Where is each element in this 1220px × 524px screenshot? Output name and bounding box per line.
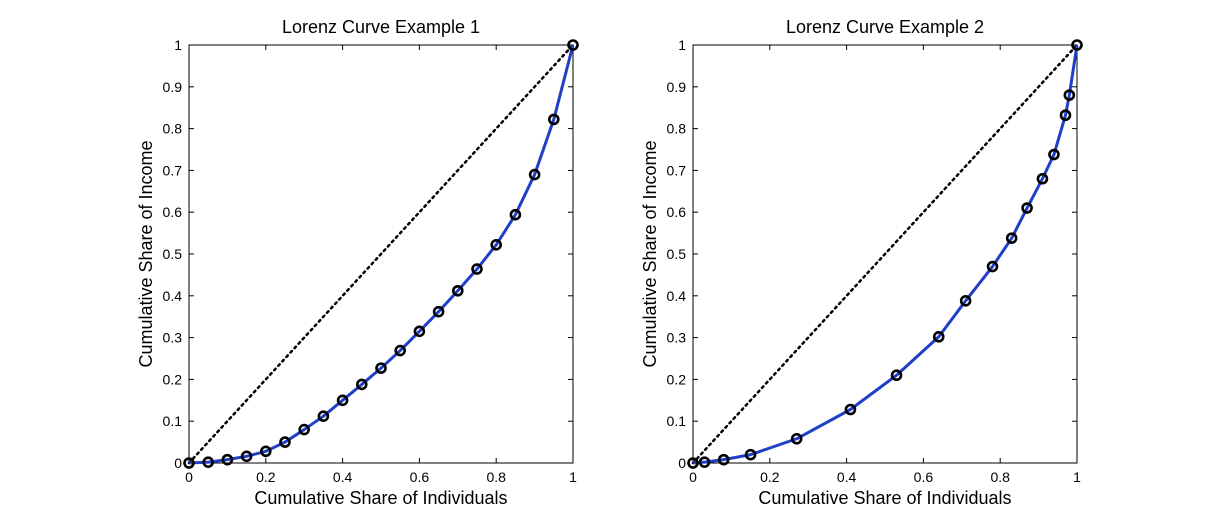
y-tick-label: 0.9 [667, 79, 687, 95]
y-tick-label: 0.2 [667, 371, 687, 387]
equality-line [187, 43, 575, 465]
data-point [471, 263, 483, 275]
y-tick-label: 1 [678, 37, 686, 53]
y-tick-label: 0 [678, 455, 686, 471]
x-axis-label: Cumulative Share of Individuals [254, 488, 507, 508]
x-tick-label: 0.2 [760, 469, 780, 485]
x-tick-label: 0.6 [410, 469, 430, 485]
y-tick-label: 0.4 [667, 288, 687, 304]
chart-title: Lorenz Curve Example 1 [282, 17, 480, 37]
y-tick-label: 0.6 [163, 204, 183, 220]
data-point [1036, 172, 1049, 185]
data-point [1063, 89, 1076, 101]
x-tick-label: 0.6 [914, 469, 934, 485]
lorenz-curve-line [692, 44, 1079, 465]
x-tick-label: 1 [1073, 469, 1081, 485]
data-point [183, 457, 195, 469]
data-point [1021, 202, 1033, 214]
data-point [698, 456, 711, 468]
data-point [317, 410, 330, 422]
y-tick-label: 0.8 [163, 121, 183, 137]
x-tick-label: 0 [185, 469, 193, 485]
data-point [355, 378, 368, 391]
data-point [1059, 109, 1072, 122]
lorenz-curve-line [188, 44, 575, 465]
equality-line [691, 43, 1079, 465]
y-tick-label: 0.3 [163, 330, 183, 346]
x-tick-label: 0.4 [837, 469, 857, 485]
y-tick-label: 0.5 [163, 246, 183, 262]
data-point [1048, 148, 1060, 161]
data-point [298, 423, 311, 436]
x-tick-label: 0.8 [990, 469, 1010, 485]
data-point [717, 453, 730, 466]
y-tick-label: 0.2 [163, 371, 183, 387]
y-tick-label: 0.3 [667, 330, 687, 346]
y-tick-label: 0.1 [667, 413, 687, 429]
data-point [1071, 39, 1083, 51]
y-tick-label: 0 [174, 455, 182, 471]
y-tick-label: 0.7 [667, 162, 687, 178]
x-tick-label: 0 [689, 469, 697, 485]
data-point [890, 369, 903, 382]
x-tick-label: 0.2 [256, 469, 276, 485]
y-axis-label: Cumulative Share of Income [640, 140, 660, 367]
data-point [240, 450, 253, 463]
data-point [986, 260, 999, 273]
x-tick-label: 0.4 [333, 469, 353, 485]
y-tick-label: 0.4 [163, 288, 183, 304]
y-tick-label: 0.6 [667, 204, 687, 220]
data-point [687, 457, 699, 469]
y-tick-label: 1 [174, 37, 182, 53]
data-point [490, 239, 503, 251]
data-point [432, 305, 445, 318]
data-point [413, 325, 426, 338]
y-tick-label: 0.1 [163, 413, 183, 429]
y-tick-label: 0.5 [667, 246, 687, 262]
data-point [932, 330, 945, 343]
chart-lorenz-curve-2: Lorenz Curve Example 2 Cumulative Share … [640, 17, 1083, 508]
data-point [221, 453, 234, 466]
chart-title: Lorenz Curve Example 2 [786, 17, 984, 37]
x-axis-label: Cumulative Share of Individuals [758, 488, 1011, 508]
data-point [528, 168, 541, 181]
data-point [1005, 232, 1018, 244]
y-tick-label: 0.7 [163, 162, 183, 178]
data-point [959, 295, 972, 307]
x-tick-label: 1 [569, 469, 577, 485]
data-point [509, 208, 522, 221]
data-point [844, 403, 857, 416]
y-axis-label: Cumulative Share of Income [136, 140, 156, 367]
data-point [394, 344, 407, 357]
data-point [451, 284, 464, 297]
chart-lorenz-curve-1: Lorenz Curve Example 1 Cumulative Share … [136, 17, 579, 508]
data-point [279, 436, 291, 448]
data-point [259, 445, 272, 458]
data-point [547, 113, 560, 126]
data-point [202, 456, 214, 468]
data-point [336, 394, 349, 407]
data-point [567, 39, 579, 51]
data-point [375, 362, 387, 374]
data-point [744, 448, 757, 461]
y-tick-label: 0.9 [163, 79, 183, 95]
y-tick-label: 0.8 [667, 121, 687, 137]
data-point [790, 432, 803, 445]
x-tick-label: 0.8 [486, 469, 506, 485]
